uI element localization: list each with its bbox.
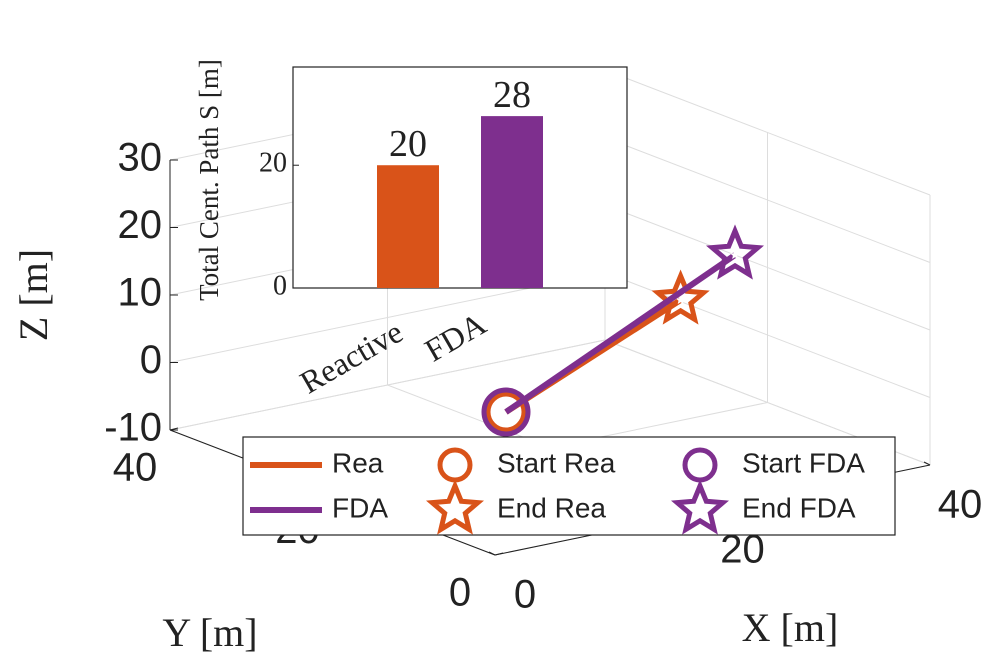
y-tick-label: 0 bbox=[273, 270, 287, 301]
x-axis-label: X [m] bbox=[742, 605, 839, 650]
z-tick-label: 20 bbox=[118, 203, 163, 247]
trajectory bbox=[504, 252, 737, 415]
legend-label: End FDA bbox=[742, 492, 856, 523]
y-axis-label: Y [m] bbox=[162, 610, 257, 655]
legend-label: FDA bbox=[332, 492, 388, 523]
value-label: 28 bbox=[493, 74, 531, 116]
start-marker bbox=[481, 387, 531, 437]
start-marker bbox=[485, 391, 527, 433]
end-marker-center bbox=[730, 250, 740, 259]
bar bbox=[481, 116, 543, 288]
legend: Rea Start Rea End Rea FDA Start FDA End FDA bbox=[250, 447, 865, 535]
end-marker bbox=[425, 479, 485, 535]
x-tick-label: FDA bbox=[418, 305, 491, 368]
x-tick bbox=[923, 461, 931, 466]
y-tick-label: 40 bbox=[113, 446, 158, 490]
end-marker-center bbox=[450, 505, 460, 514]
value-label: 20 bbox=[389, 123, 427, 165]
legend-label: Start FDA bbox=[742, 447, 865, 478]
z-tick-label: 0 bbox=[140, 338, 162, 382]
x-tick-label: Reactive bbox=[294, 313, 409, 400]
legend-label: End Rea bbox=[497, 492, 606, 523]
end-marker-center bbox=[695, 505, 705, 514]
grid-line bbox=[169, 339, 606, 431]
inset-frame bbox=[292, 66, 628, 289]
y-tick-label: 0 bbox=[449, 571, 471, 615]
z-tick-label: -10 bbox=[104, 406, 162, 450]
y-tick bbox=[169, 427, 179, 431]
x-tick bbox=[488, 551, 496, 556]
legend-frame bbox=[242, 436, 896, 536]
z-axis-label: Z [m] bbox=[11, 249, 56, 341]
x-tick-label: 40 bbox=[938, 483, 983, 527]
legend-label: Start Rea bbox=[497, 447, 616, 478]
end-marker-center bbox=[675, 295, 686, 304]
legend-label: Rea bbox=[332, 447, 384, 478]
y-tick bbox=[494, 552, 504, 556]
bar bbox=[377, 165, 439, 288]
y-tick-label: 20 bbox=[259, 148, 287, 179]
z-tick-label: 10 bbox=[118, 271, 163, 315]
z-tick-label: 30 bbox=[118, 136, 163, 180]
end-marker bbox=[651, 269, 710, 325]
inset-y-label: Total Cent. Path S [m] bbox=[194, 59, 224, 301]
end-marker bbox=[670, 479, 730, 535]
end-marker bbox=[705, 224, 765, 280]
x-tick-label: 0 bbox=[514, 573, 536, 617]
